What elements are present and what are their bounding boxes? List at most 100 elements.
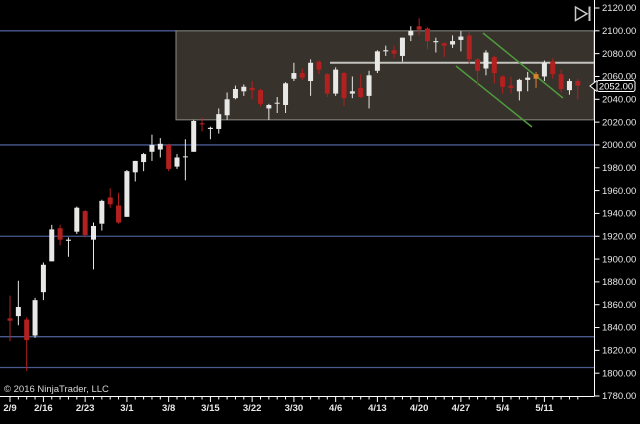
candle — [566, 78, 572, 95]
price-axis-label: 1780.00 — [602, 391, 636, 402]
time-axis-label: 5/4 — [496, 403, 510, 414]
time-axis-label: 4/27 — [452, 403, 471, 414]
candle — [475, 58, 481, 86]
candle-body — [558, 74, 564, 90]
candle-body — [466, 35, 472, 60]
candle-body — [191, 120, 197, 152]
skip-to-end-icon — [574, 5, 589, 22]
candle-body — [425, 28, 430, 42]
candle-body — [450, 41, 456, 45]
candle — [491, 55, 497, 84]
candle-body — [575, 81, 581, 86]
candle-body — [32, 300, 38, 336]
candle-body — [525, 77, 531, 80]
candle — [191, 119, 197, 152]
price-axis-label: 1840.00 — [602, 323, 636, 334]
trend-channel-line[interactable] — [455, 65, 533, 128]
candle-body — [316, 61, 322, 70]
candle — [408, 26, 414, 42]
candle-body — [433, 41, 439, 43]
candle-body — [391, 50, 397, 54]
candle-body — [341, 73, 347, 99]
candle-body — [483, 52, 489, 69]
candle — [7, 295, 13, 342]
price-axis-label: 2040.00 — [602, 94, 636, 105]
candle — [433, 37, 439, 53]
time-axis[interactable]: 2/9 2/16 2/23 3/1 3/8 3/15 3/22 3/30 4/6 4/13 4/20… — [0, 396, 595, 415]
candle — [441, 42, 447, 58]
candles-layer — [7, 18, 581, 371]
time-axis-label: 3/1 — [120, 403, 134, 414]
candle-body — [57, 228, 63, 240]
candle-body — [157, 143, 163, 150]
candle — [341, 71, 347, 107]
candle-body — [399, 37, 405, 56]
candle — [308, 59, 314, 96]
candle — [383, 45, 389, 56]
time-axis-label: 4/20 — [410, 403, 429, 414]
candle — [358, 74, 364, 99]
candle-body — [149, 144, 155, 152]
price-axis-label: 1920.00 — [602, 231, 636, 242]
candle — [65, 237, 71, 257]
candle — [91, 222, 96, 270]
candle-body — [366, 75, 372, 96]
candle — [416, 18, 422, 36]
trend-channel-line[interactable] — [482, 32, 564, 99]
price-axis-label: 2120.00 — [602, 3, 636, 14]
price-zone-rectangle-layer — [175, 30, 595, 121]
time-axis-label: 3/8 — [162, 403, 175, 414]
last-price-label: 2052.00 — [599, 82, 633, 93]
candle — [550, 58, 556, 79]
candle — [174, 154, 180, 169]
candle — [24, 317, 30, 371]
candle — [74, 206, 80, 234]
candle — [116, 192, 122, 224]
candle-body — [249, 87, 255, 91]
candle — [541, 60, 547, 82]
candle — [374, 50, 380, 74]
candle-body — [24, 319, 30, 341]
price-axis-label: 1900.00 — [602, 254, 636, 265]
candle — [32, 297, 38, 338]
candle — [266, 103, 272, 120]
candle — [224, 92, 230, 120]
candle — [333, 67, 339, 96]
candle-body — [141, 154, 147, 163]
candle-body — [324, 74, 330, 94]
candle-body — [491, 57, 497, 74]
candle — [166, 143, 172, 172]
time-axis-label: 4/13 — [368, 403, 387, 414]
time-axis-label: 2/16 — [34, 403, 53, 414]
candle-body — [308, 62, 314, 82]
candle-body — [116, 205, 122, 223]
candle — [299, 68, 305, 80]
candle-body — [500, 76, 506, 87]
candle — [15, 280, 21, 326]
candle-body — [7, 318, 13, 321]
price-axis[interactable]: 2120.00 2100.00 2080.00 2060.00 2040.00 2020.… — [594, 0, 637, 402]
candle — [49, 224, 55, 262]
last-price-box — [596, 80, 636, 92]
candle — [132, 160, 138, 182]
candle-body — [374, 51, 380, 71]
price-axis-label: 1980.00 — [602, 163, 636, 174]
candle-body — [232, 89, 238, 99]
go-to-last-bar-button[interactable] — [574, 5, 591, 22]
candle — [324, 73, 330, 98]
candle-body — [216, 114, 222, 129]
candle — [283, 82, 289, 113]
candle-body — [207, 127, 213, 129]
candle-body — [458, 36, 464, 40]
candle-body — [283, 83, 289, 106]
candle — [466, 31, 472, 64]
price-zone-rectangle[interactable] — [175, 30, 595, 121]
candle — [508, 76, 514, 94]
candle — [141, 152, 147, 172]
price-axis-label: 1880.00 — [602, 277, 636, 288]
trend-channel-layer — [455, 32, 564, 128]
candle — [366, 70, 372, 109]
time-axis-label: 2/23 — [76, 403, 95, 414]
candle-body — [274, 102, 280, 104]
